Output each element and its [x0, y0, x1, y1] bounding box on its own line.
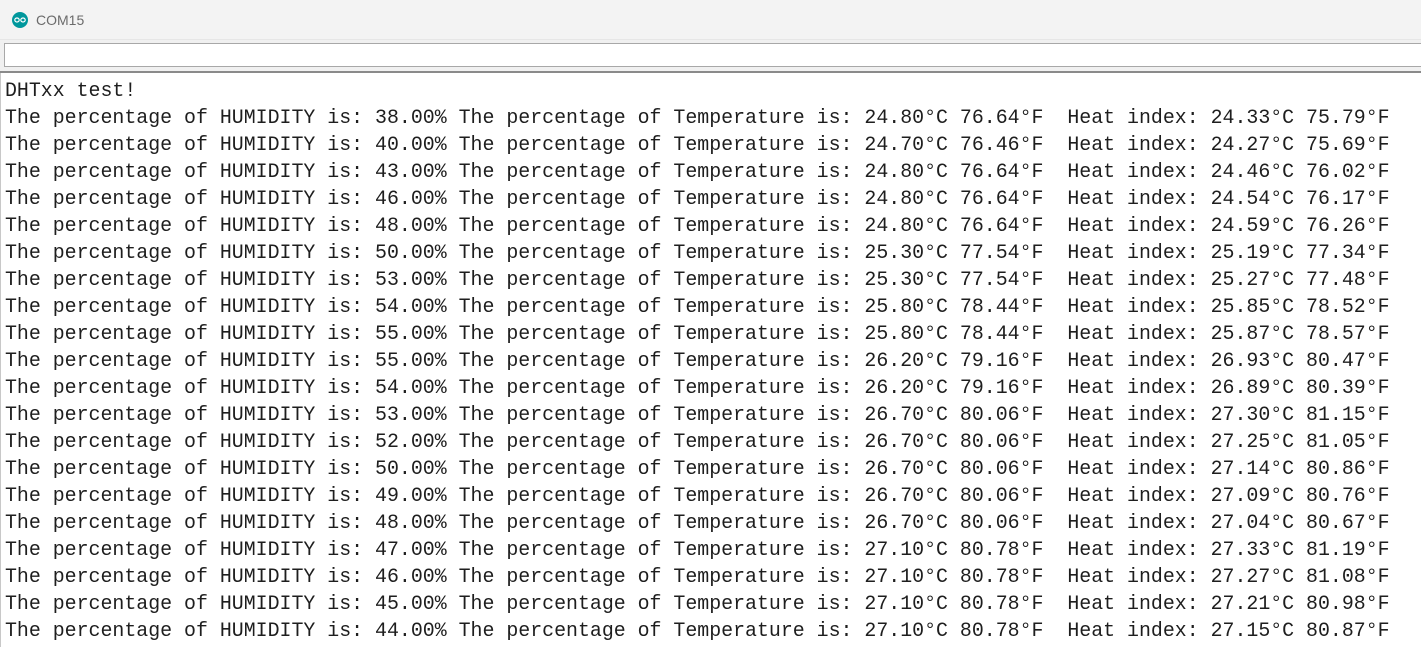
output-line: The percentage of HUMIDITY is: 48.00% Th…	[5, 511, 1390, 534]
output-line: The percentage of HUMIDITY is: 50.00% Th…	[5, 457, 1390, 480]
send-input[interactable]	[4, 43, 1421, 67]
divider	[0, 71, 1421, 73]
send-bar	[0, 40, 1421, 72]
output-line: The percentage of HUMIDITY is: 45.00% Th…	[5, 592, 1390, 615]
output-line: The percentage of HUMIDITY is: 49.00% Th…	[5, 484, 1390, 507]
output-line: The percentage of HUMIDITY is: 52.00% Th…	[5, 430, 1390, 453]
output-line: The percentage of HUMIDITY is: 55.00% Th…	[5, 349, 1390, 372]
output-line: The percentage of HUMIDITY is: 46.00% Th…	[5, 565, 1390, 588]
output-line: The percentage of HUMIDITY is: 50.00% Th…	[5, 241, 1390, 264]
window-title: COM15	[36, 12, 85, 28]
output-line: The percentage of HUMIDITY is: 53.00% Th…	[5, 268, 1390, 291]
output-line: The percentage of HUMIDITY is: 47.00% Th…	[5, 538, 1390, 561]
output-line: The percentage of HUMIDITY is: 55.00% Th…	[5, 322, 1390, 345]
output-line: The percentage of HUMIDITY is: 54.00% Th…	[5, 376, 1390, 399]
output-line: The percentage of HUMIDITY is: 44.00% Th…	[5, 619, 1390, 642]
output-line: The percentage of HUMIDITY is: 46.00% Th…	[5, 187, 1390, 210]
serial-output[interactable]: DHTxx test! The percentage of HUMIDITY is…	[0, 73, 1421, 647]
output-line: DHTxx test!	[5, 79, 137, 102]
output-line: The percentage of HUMIDITY is: 54.00% Th…	[5, 295, 1390, 318]
title-bar[interactable]: COM15	[0, 0, 1421, 40]
arduino-infinity-icon	[12, 12, 28, 28]
output-line: The percentage of HUMIDITY is: 48.00% Th…	[5, 214, 1390, 237]
output-line: The percentage of HUMIDITY is: 40.00% Th…	[5, 133, 1390, 156]
output-lines: DHTxx test! The percentage of HUMIDITY is…	[5, 77, 1390, 644]
output-line: The percentage of HUMIDITY is: 38.00% Th…	[5, 106, 1390, 129]
output-line: The percentage of HUMIDITY is: 53.00% Th…	[5, 403, 1390, 426]
output-line: The percentage of HUMIDITY is: 43.00% Th…	[5, 160, 1390, 183]
